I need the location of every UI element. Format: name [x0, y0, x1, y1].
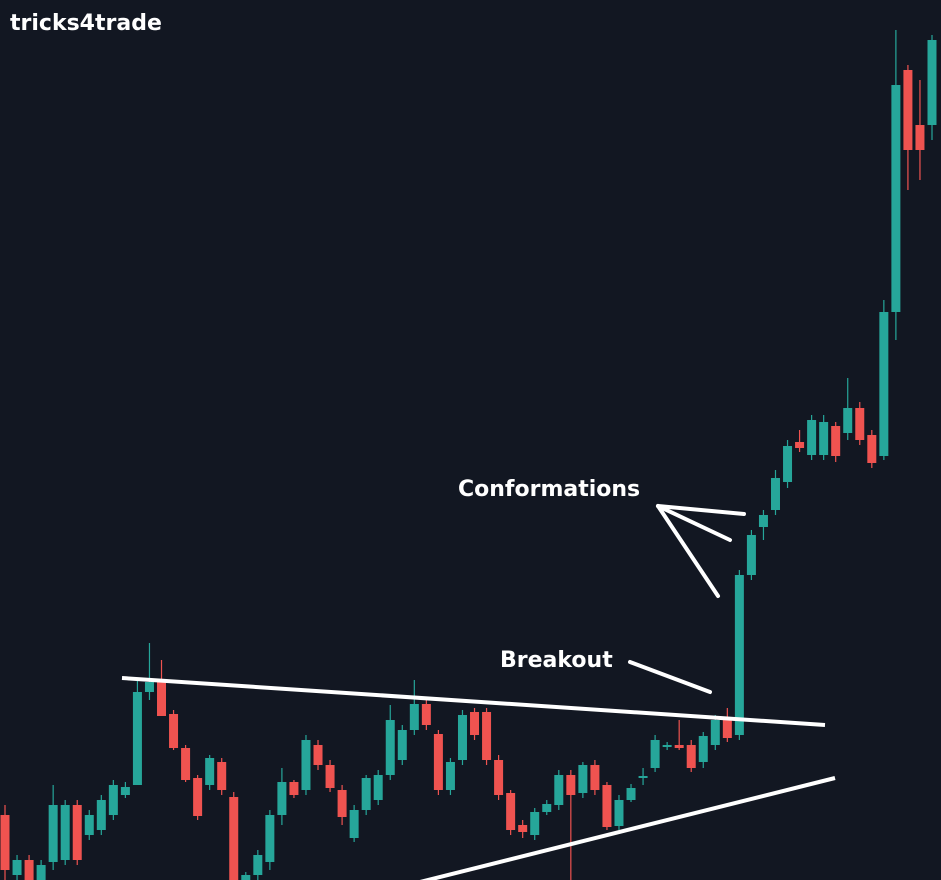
- candle-body: [84, 815, 94, 835]
- candle-body: [867, 435, 877, 463]
- candle-body: [313, 745, 323, 765]
- candle-body: [457, 715, 467, 760]
- candle-body: [783, 446, 793, 482]
- candle-body: [24, 860, 34, 880]
- candle-body: [108, 785, 118, 815]
- candle-body: [903, 70, 913, 150]
- candle-body: [578, 765, 588, 793]
- candle-body: [831, 426, 841, 456]
- candle-body: [650, 740, 660, 768]
- candle-body: [241, 875, 251, 880]
- candle-body: [72, 805, 82, 860]
- candle-body: [193, 778, 203, 816]
- candle-body: [686, 745, 696, 768]
- candle-body: [144, 682, 154, 692]
- candle-body: [265, 815, 275, 862]
- candle-body: [349, 810, 359, 838]
- candle-body: [710, 720, 720, 745]
- candle-body: [397, 730, 407, 760]
- candle-body: [638, 776, 648, 778]
- candle-body: [12, 860, 22, 875]
- candle-body: [277, 782, 287, 815]
- candle-body: [48, 805, 58, 862]
- arrows: [628, 504, 746, 694]
- candle-body: [337, 790, 347, 817]
- candles: [0, 30, 937, 880]
- arrow: [656, 504, 732, 542]
- candle-body: [662, 745, 672, 747]
- annotation: Conformations: [458, 477, 640, 502]
- candle-body: [169, 714, 179, 748]
- candle-body: [482, 712, 492, 760]
- candle-body: [409, 704, 419, 730]
- candle-body: [542, 804, 552, 812]
- candle-body: [927, 40, 937, 125]
- candle-body: [518, 825, 528, 832]
- candle-body: [530, 812, 540, 835]
- brand: tricks4trade: [10, 11, 162, 36]
- candle-body: [758, 515, 768, 527]
- candle-body: [915, 125, 925, 150]
- candle-body: [289, 782, 299, 795]
- candle-body: [795, 442, 805, 448]
- candle-body: [698, 736, 708, 762]
- candle-body: [217, 762, 227, 790]
- candle-body: [120, 787, 130, 795]
- candle-body: [614, 800, 624, 826]
- candle-body: [843, 408, 853, 433]
- candle-body: [421, 704, 431, 725]
- candle-body: [746, 535, 756, 575]
- arrow: [656, 504, 720, 598]
- candle-body: [626, 788, 636, 800]
- candle-body: [891, 85, 901, 312]
- candle-body: [205, 758, 215, 785]
- candle-body: [36, 865, 46, 880]
- candle-body: [433, 734, 443, 790]
- candle-body: [157, 682, 167, 716]
- candle-body: [325, 765, 335, 788]
- candle-body: [181, 748, 191, 780]
- candle-body: [566, 775, 576, 795]
- candle-body: [554, 775, 564, 805]
- candle-body: [301, 740, 311, 790]
- candle-body: [879, 312, 889, 456]
- candle-body: [602, 785, 612, 827]
- candle-body: [132, 692, 142, 785]
- candle-body: [470, 712, 480, 735]
- candle-body: [96, 800, 106, 830]
- candle-body: [722, 720, 732, 738]
- resistance-line: [121, 676, 826, 727]
- candle-body: [373, 775, 383, 800]
- candle-body: [734, 575, 744, 735]
- candle-body: [253, 855, 263, 875]
- annotation: Breakout: [500, 648, 613, 673]
- arrow: [628, 660, 712, 694]
- candle-body: [494, 760, 504, 795]
- candle-body: [855, 408, 865, 440]
- candle-body: [807, 420, 817, 455]
- candle-body: [60, 805, 70, 860]
- candle-body: [770, 478, 780, 510]
- candle-body: [590, 765, 600, 790]
- candle-body: [674, 745, 684, 748]
- candle-body: [819, 422, 829, 455]
- support-line: [419, 776, 836, 880]
- arrow: [656, 504, 746, 516]
- candle-body: [361, 778, 371, 810]
- candle-body: [229, 797, 239, 880]
- candle-body: [385, 720, 395, 775]
- candle-body: [506, 793, 516, 830]
- candle-body: [0, 815, 10, 870]
- candle-body: [445, 762, 455, 790]
